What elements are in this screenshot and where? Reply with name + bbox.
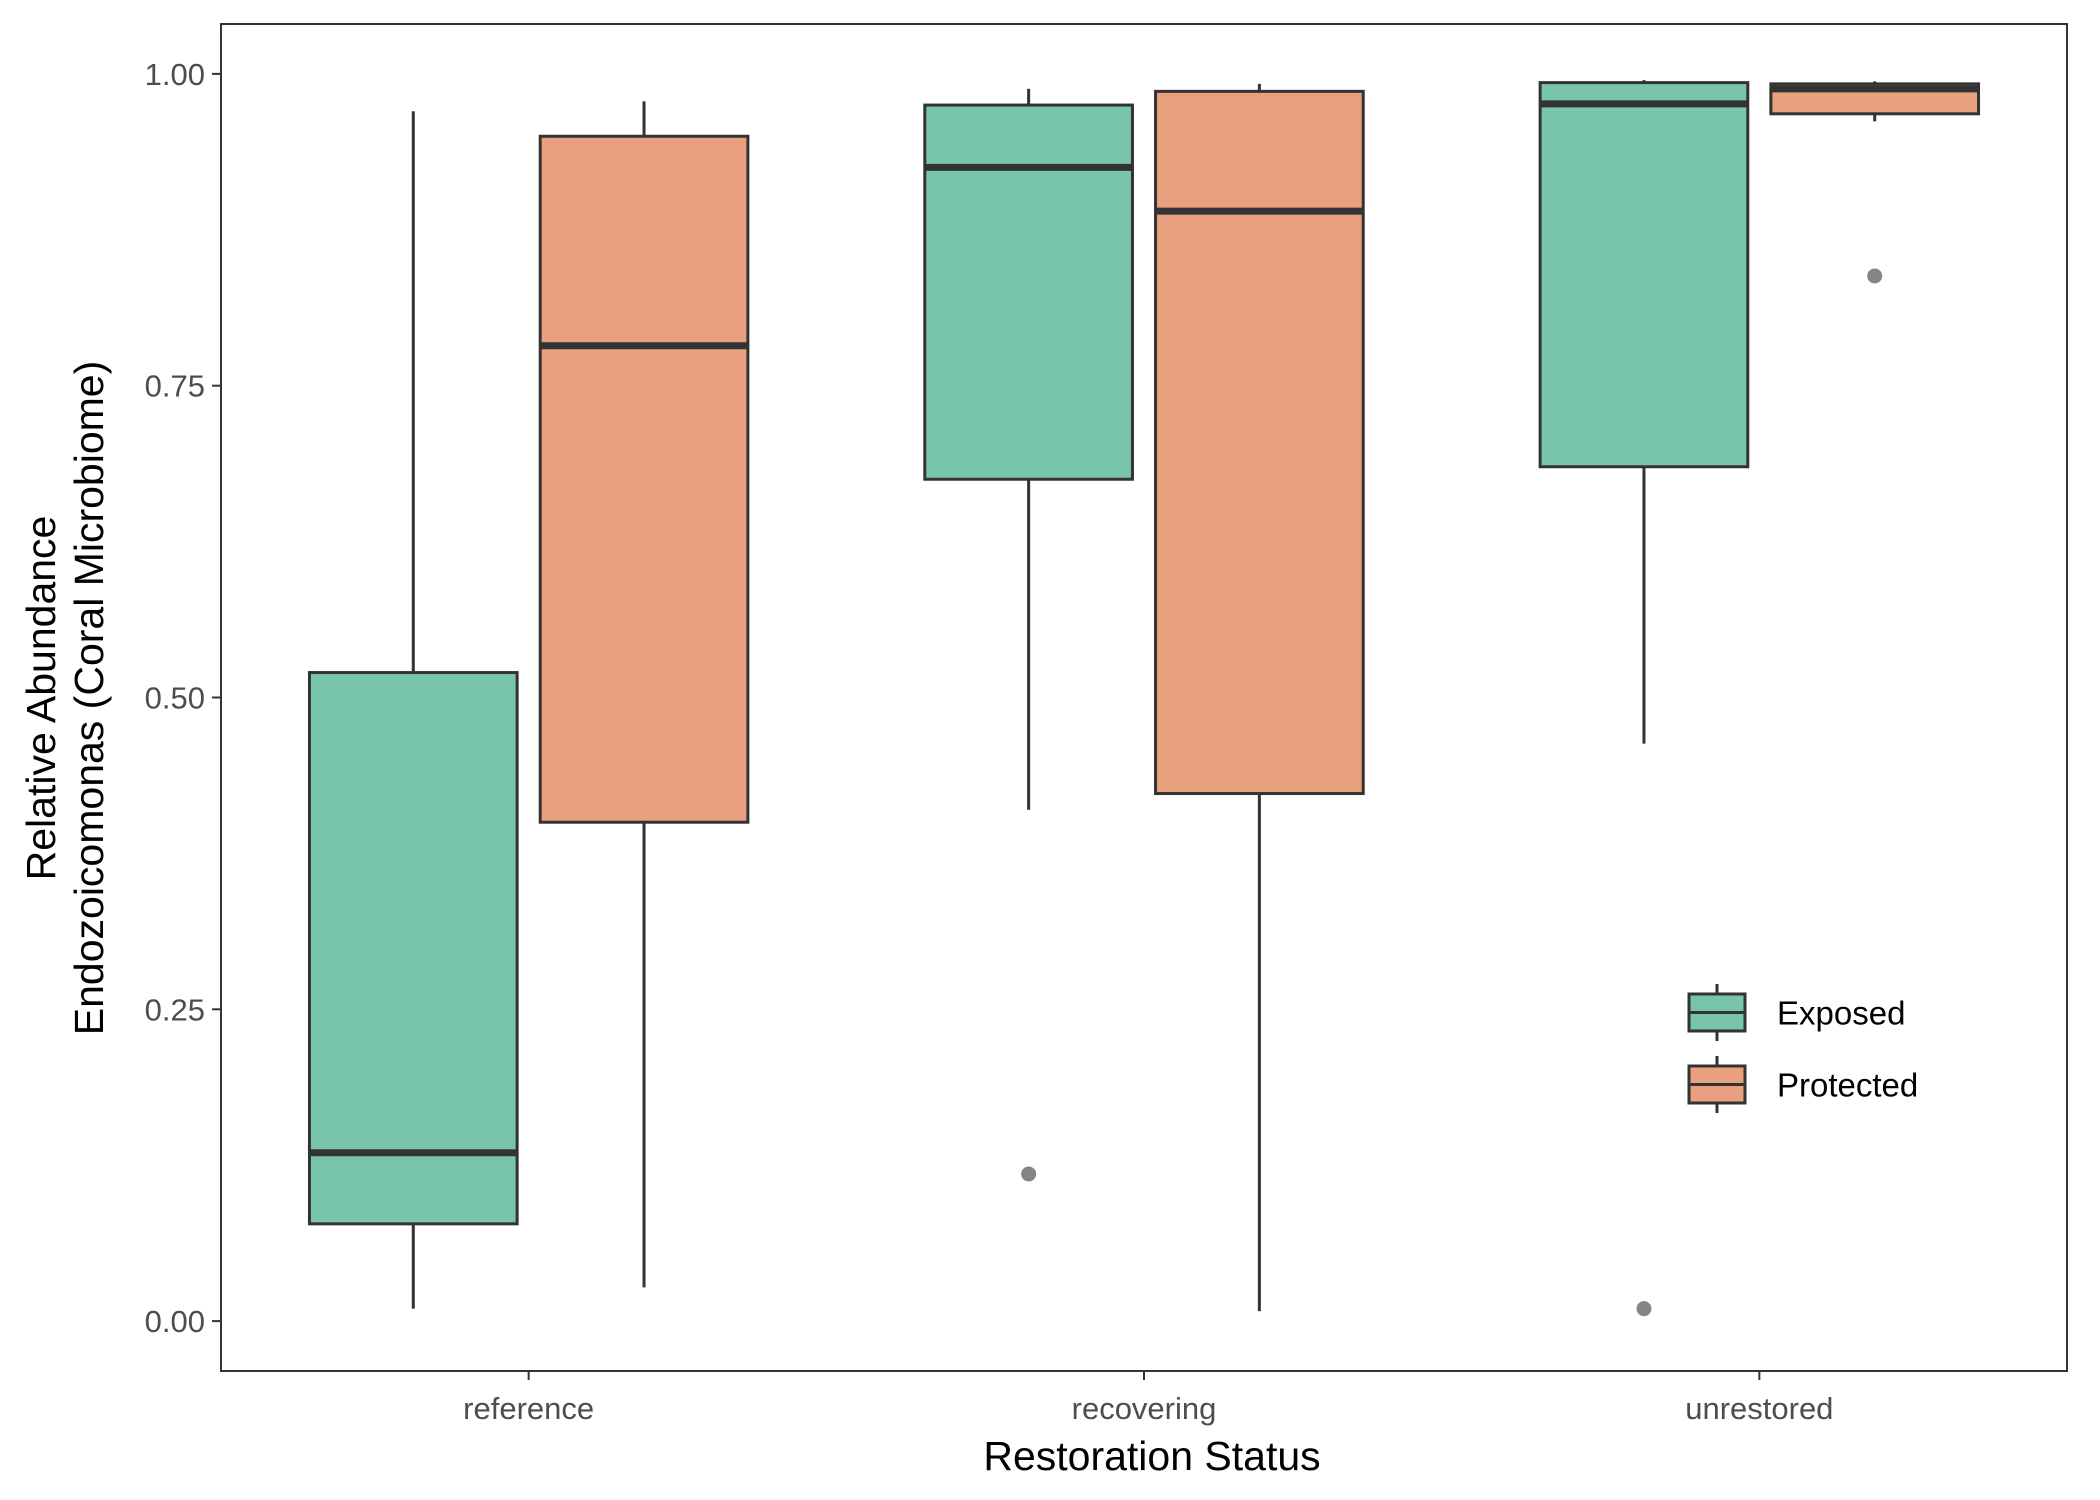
box-reference-protected: [538, 101, 750, 1288]
box-unrestored-exposed-iqr-box: [1538, 81, 1750, 469]
legend-item-exposed: Exposed: [1687, 984, 1905, 1041]
x-tick-label-reference: reference: [463, 1391, 594, 1426]
chart-marks: [307, 80, 1981, 1317]
box-recovering-exposed-outlier-0: [1021, 1166, 1037, 1182]
y-tick-label-4: 1.00: [145, 57, 205, 92]
box-unrestored-exposed-outlier-0: [1636, 1301, 1652, 1317]
legend: Exposed Protected: [1687, 984, 1918, 1113]
box-recovering-protected-iqr-box: [1154, 89, 1365, 796]
box-unrestored-protected-outlier-0: [1867, 268, 1883, 284]
box-unrestored-exposed: [1538, 80, 1750, 1317]
box-reference-exposed-iqr-box: [307, 671, 519, 1226]
y-tick-label-0: 0.00: [145, 1304, 205, 1339]
box-reference-exposed: [307, 111, 519, 1309]
y-axis-title-line-1: Relative Abundance: [18, 516, 64, 881]
y-tick-label-2: 0.50: [145, 681, 205, 716]
box-unrestored-protected: [1769, 81, 1981, 284]
box-recovering-protected: [1154, 83, 1365, 1312]
box-recovering-exposed: [923, 88, 1134, 1182]
y-axis-title-line-2: Endozoicomonas (Coral Microbiome): [66, 361, 112, 1035]
legend-key-protected: [1687, 1056, 1747, 1113]
x-axis: reference recovering unrestored: [463, 1371, 1833, 1426]
box-recovering-exposed-iqr-box: [923, 103, 1134, 481]
y-tick-label-3: 0.75: [145, 369, 205, 404]
legend-item-protected: Protected: [1687, 1056, 1918, 1113]
x-tick-label-recovering: recovering: [1072, 1391, 1217, 1426]
y-axis: 0.00 0.25 0.50 0.75 1.00: [145, 57, 221, 1339]
box-reference-protected-iqr-box: [538, 134, 750, 824]
y-tick-label-1: 0.25: [145, 992, 205, 1027]
x-axis-title: Restoration Status: [983, 1433, 1320, 1479]
legend-key-exposed: [1687, 984, 1747, 1041]
x-tick-label-unrestored: unrestored: [1685, 1391, 1833, 1426]
legend-label-exposed: Exposed: [1777, 995, 1905, 1032]
legend-label-protected: Protected: [1777, 1067, 1918, 1104]
